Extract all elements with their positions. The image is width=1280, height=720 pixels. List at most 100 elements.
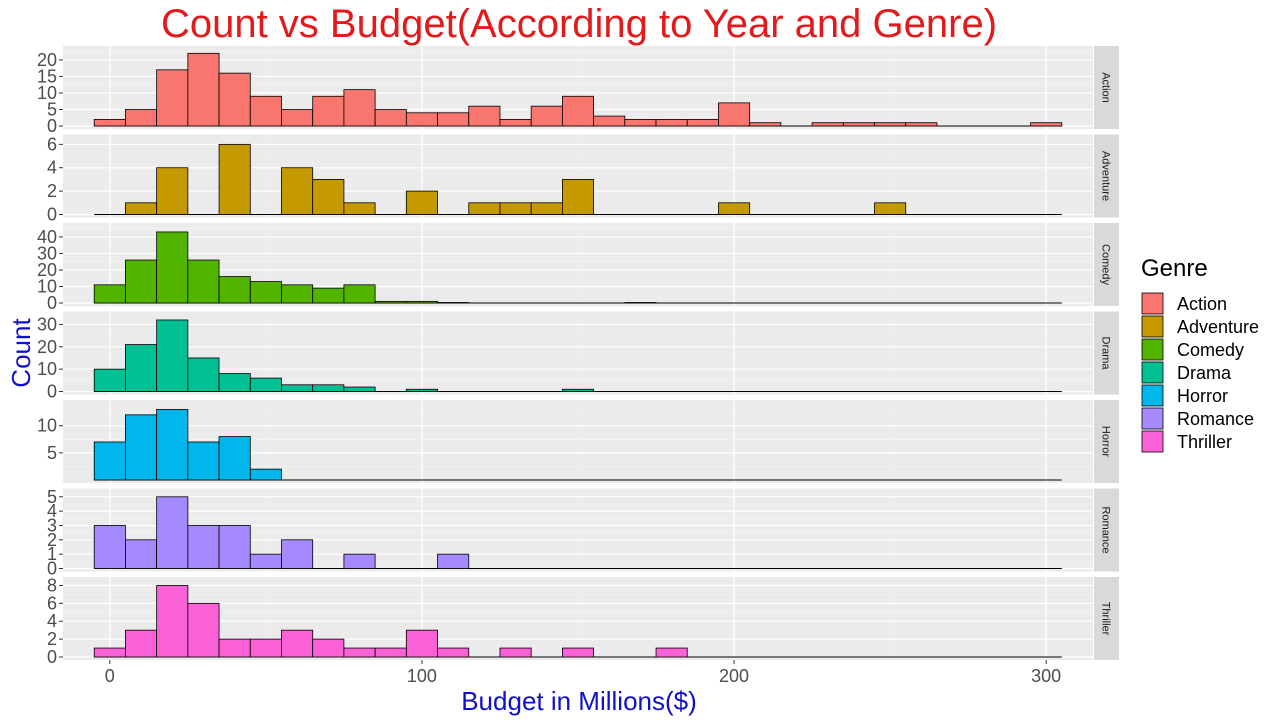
histogram-bar xyxy=(343,553,376,569)
facet-panel-adventure: 0 2 4 6 Adventure xyxy=(47,134,1119,225)
histogram-bar xyxy=(125,629,158,658)
histogram-bar xyxy=(312,384,345,392)
legend-swatch xyxy=(1141,315,1164,338)
histogram-bar xyxy=(686,118,719,127)
legend-label: Romance xyxy=(1177,409,1254,429)
histogram-bar xyxy=(312,287,345,304)
histogram-bar xyxy=(749,122,782,127)
histogram-bar xyxy=(187,441,220,481)
histogram-bar xyxy=(281,167,314,215)
legend-swatch xyxy=(1141,430,1164,453)
y-tick-label: 30 xyxy=(37,314,57,334)
histogram-bar xyxy=(125,414,158,481)
x-axis-label: Budget in Millions($) xyxy=(461,686,697,716)
histogram-bar xyxy=(187,602,220,658)
histogram-bar xyxy=(218,276,251,304)
legend: Genre Action Adventure Comedy Drama Horror Ro… xyxy=(1141,255,1259,453)
histogram-bar xyxy=(343,284,376,304)
y-tick-label: 4 xyxy=(47,158,57,178)
histogram-bar xyxy=(93,647,126,658)
histogram-bar xyxy=(281,629,314,658)
histogram-bar xyxy=(374,109,407,127)
histogram-bar xyxy=(156,496,189,569)
histogram-bar xyxy=(468,105,501,127)
y-tick-label: 4 xyxy=(47,611,57,631)
histogram-bar xyxy=(561,388,595,392)
legend-label: Adventure xyxy=(1177,317,1259,337)
facet-strip-label: Thriller xyxy=(1100,602,1112,636)
histogram-bar xyxy=(156,167,189,215)
legend-swatch xyxy=(1141,338,1164,361)
histogram-bar xyxy=(718,202,751,215)
y-tick-label: 0 xyxy=(47,647,57,667)
histogram-bar xyxy=(374,300,407,304)
y-tick-label: 2 xyxy=(47,530,57,550)
facet-strip-label: Horror xyxy=(1100,426,1112,458)
histogram-bar xyxy=(468,202,501,215)
y-tick-label: 6 xyxy=(47,134,57,154)
histogram-bar xyxy=(530,105,563,127)
histogram-bar xyxy=(249,281,282,304)
y-tick-label: 5 xyxy=(47,443,57,463)
histogram-bar xyxy=(874,122,907,127)
facet-strip-label: Comedy xyxy=(1100,244,1112,285)
histogram-bar xyxy=(437,112,470,127)
legend-swatch xyxy=(1141,384,1164,407)
y-tick-label: 30 xyxy=(37,243,57,263)
facet-strip xyxy=(1094,400,1119,483)
histogram-bar xyxy=(655,118,688,127)
histogram-bar xyxy=(218,143,251,215)
histogram-bar xyxy=(405,190,438,215)
histogram-bar xyxy=(156,585,189,658)
histogram-bar xyxy=(437,647,470,658)
y-tick-label: 10 xyxy=(37,276,57,296)
histogram-bar xyxy=(718,102,751,127)
y-tick-label: 4 xyxy=(47,501,57,521)
histogram-bar xyxy=(93,525,126,569)
x-tick-label: 300 xyxy=(1031,666,1061,686)
legend-label: Action xyxy=(1177,294,1227,314)
legend-item-horror: Horror xyxy=(1141,384,1228,407)
histogram-bar xyxy=(499,647,532,658)
histogram-bar xyxy=(593,115,626,127)
histogram-bar xyxy=(218,373,251,392)
y-tick-label: 0 xyxy=(47,559,57,579)
y-tick-label: 1 xyxy=(47,544,57,564)
histogram-bar xyxy=(249,468,282,481)
histogram-bar xyxy=(156,409,189,481)
y-tick-label: 5 xyxy=(47,487,57,507)
y-tick-label: 0 xyxy=(47,293,57,313)
histogram-bar xyxy=(125,202,158,215)
legend-item-action: Action xyxy=(1141,292,1227,315)
y-tick-label: 20 xyxy=(37,337,57,357)
legend-item-drama: Drama xyxy=(1141,361,1232,384)
histogram-bar xyxy=(93,284,126,304)
facet-strip xyxy=(1094,311,1119,395)
y-tick-label: 10 xyxy=(37,359,57,379)
histogram-bar xyxy=(561,647,595,658)
histogram-bar xyxy=(249,377,282,392)
histogram-bar xyxy=(93,441,126,481)
histogram-bar xyxy=(405,112,438,127)
histogram-bar xyxy=(156,319,189,392)
y-tick-label: 0 xyxy=(47,205,57,225)
histogram-bar xyxy=(156,69,189,127)
histogram-bar xyxy=(343,386,376,392)
histogram-bar xyxy=(218,436,251,481)
legend-swatch xyxy=(1141,407,1164,430)
histogram-bar xyxy=(499,202,532,215)
histogram-bar xyxy=(905,122,938,127)
histogram-bar xyxy=(343,202,376,215)
histogram-bar xyxy=(93,118,126,127)
facet-strip-label: Adventure xyxy=(1100,151,1112,201)
histogram-bar xyxy=(312,179,345,215)
legend-item-romance: Romance xyxy=(1141,407,1254,430)
x-tick-label: 0 xyxy=(105,666,115,686)
histogram-bar xyxy=(93,368,126,392)
legend-item-adventure: Adventure xyxy=(1141,315,1259,338)
facet-strip xyxy=(1094,134,1119,218)
histogram-bar xyxy=(281,539,314,569)
